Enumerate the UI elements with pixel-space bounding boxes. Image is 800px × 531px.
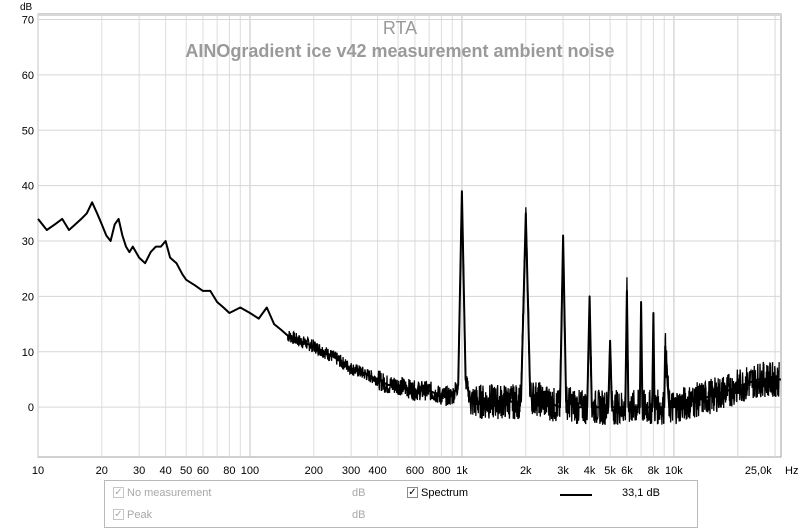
x-tick-label: 200 xyxy=(305,465,323,477)
spectrum-checkbox[interactable]: ✓ xyxy=(407,487,418,498)
y-tick-label: 40 xyxy=(22,181,34,193)
x-tick-label: 6k xyxy=(621,465,633,477)
y-tick-label: 10 xyxy=(22,347,34,359)
y-axis-label: dB xyxy=(20,2,33,13)
peak-unit: dB xyxy=(352,509,366,521)
x-tick-label: 80 xyxy=(223,465,235,477)
y-tick-labels: 0 10 20 30 40 50 60 70 xyxy=(22,15,34,415)
x-tick-labels: 10 20 30 40 50 60 80 100 200 300 400 600 800 1k 2k 3k 4k… xyxy=(32,465,772,477)
x-tick-label: 600 xyxy=(406,465,424,477)
legend-panel: ✓ No measurement dB ✓ Spectrum 33,1 dB ✓… xyxy=(104,480,698,528)
spectrum-noise-band xyxy=(286,200,780,425)
x-tick-label: 2k xyxy=(520,465,532,477)
x-tick-label: 10k xyxy=(665,465,683,477)
legend-row-peak: ✓ Peak dB xyxy=(105,507,697,527)
y-tick-label: 60 xyxy=(22,70,34,82)
x-tick-label: 30 xyxy=(133,465,145,477)
peak-checkbox[interactable]: ✓ xyxy=(113,509,124,520)
x-tick-label: 40 xyxy=(159,465,171,477)
legend-row-no-measurement: ✓ No measurement dB ✓ Spectrum 33,1 dB xyxy=(105,485,697,505)
spectrum-value: 33,1 dB xyxy=(622,487,660,499)
y-tick-label: 70 xyxy=(22,15,34,27)
y-tick-label: 0 xyxy=(28,402,34,414)
x-tick-label: 300 xyxy=(342,465,360,477)
rta-chart: 0 10 20 30 40 50 60 70 10 20 30 40 50 60 80 100 200 300 4… xyxy=(20,2,798,477)
x-tick-label: 10 xyxy=(32,465,44,477)
chart-subtitle: AINOgradient ice v42 measurement ambient… xyxy=(185,41,614,61)
x-tick-label: 50 xyxy=(180,465,192,477)
no-measurement-unit: dB xyxy=(352,487,366,499)
y-tick-label: 50 xyxy=(22,125,34,137)
x-tick-label: 400 xyxy=(368,465,386,477)
chart-title: RTA xyxy=(383,18,417,38)
x-tick-label: 800 xyxy=(432,465,450,477)
plot-frame-top-shade xyxy=(38,14,781,16)
series-layer xyxy=(37,190,781,425)
x-axis-unit-label: Hz xyxy=(785,465,798,477)
y-tick-label: 30 xyxy=(22,236,34,248)
x-tick-label: 5k xyxy=(604,465,616,477)
y-tick-label: 20 xyxy=(22,291,34,303)
x-tick-label: 8k xyxy=(648,465,660,477)
peak-label: Peak xyxy=(127,509,153,521)
x-tick-label: 60 xyxy=(197,465,209,477)
x-tick-label: 3k xyxy=(557,465,569,477)
no-measurement-label: No measurement xyxy=(127,487,212,499)
x-tick-label: 1k xyxy=(456,465,468,477)
x-tick-label: 4k xyxy=(584,465,596,477)
x-tick-label: 20 xyxy=(96,465,108,477)
x-tick-label: 100 xyxy=(241,465,259,477)
no-measurement-checkbox[interactable]: ✓ xyxy=(113,487,124,498)
spectrum-line-swatch xyxy=(560,494,592,496)
x-tick-label: 25,0k xyxy=(745,465,772,477)
spectrum-label: Spectrum xyxy=(421,487,469,499)
